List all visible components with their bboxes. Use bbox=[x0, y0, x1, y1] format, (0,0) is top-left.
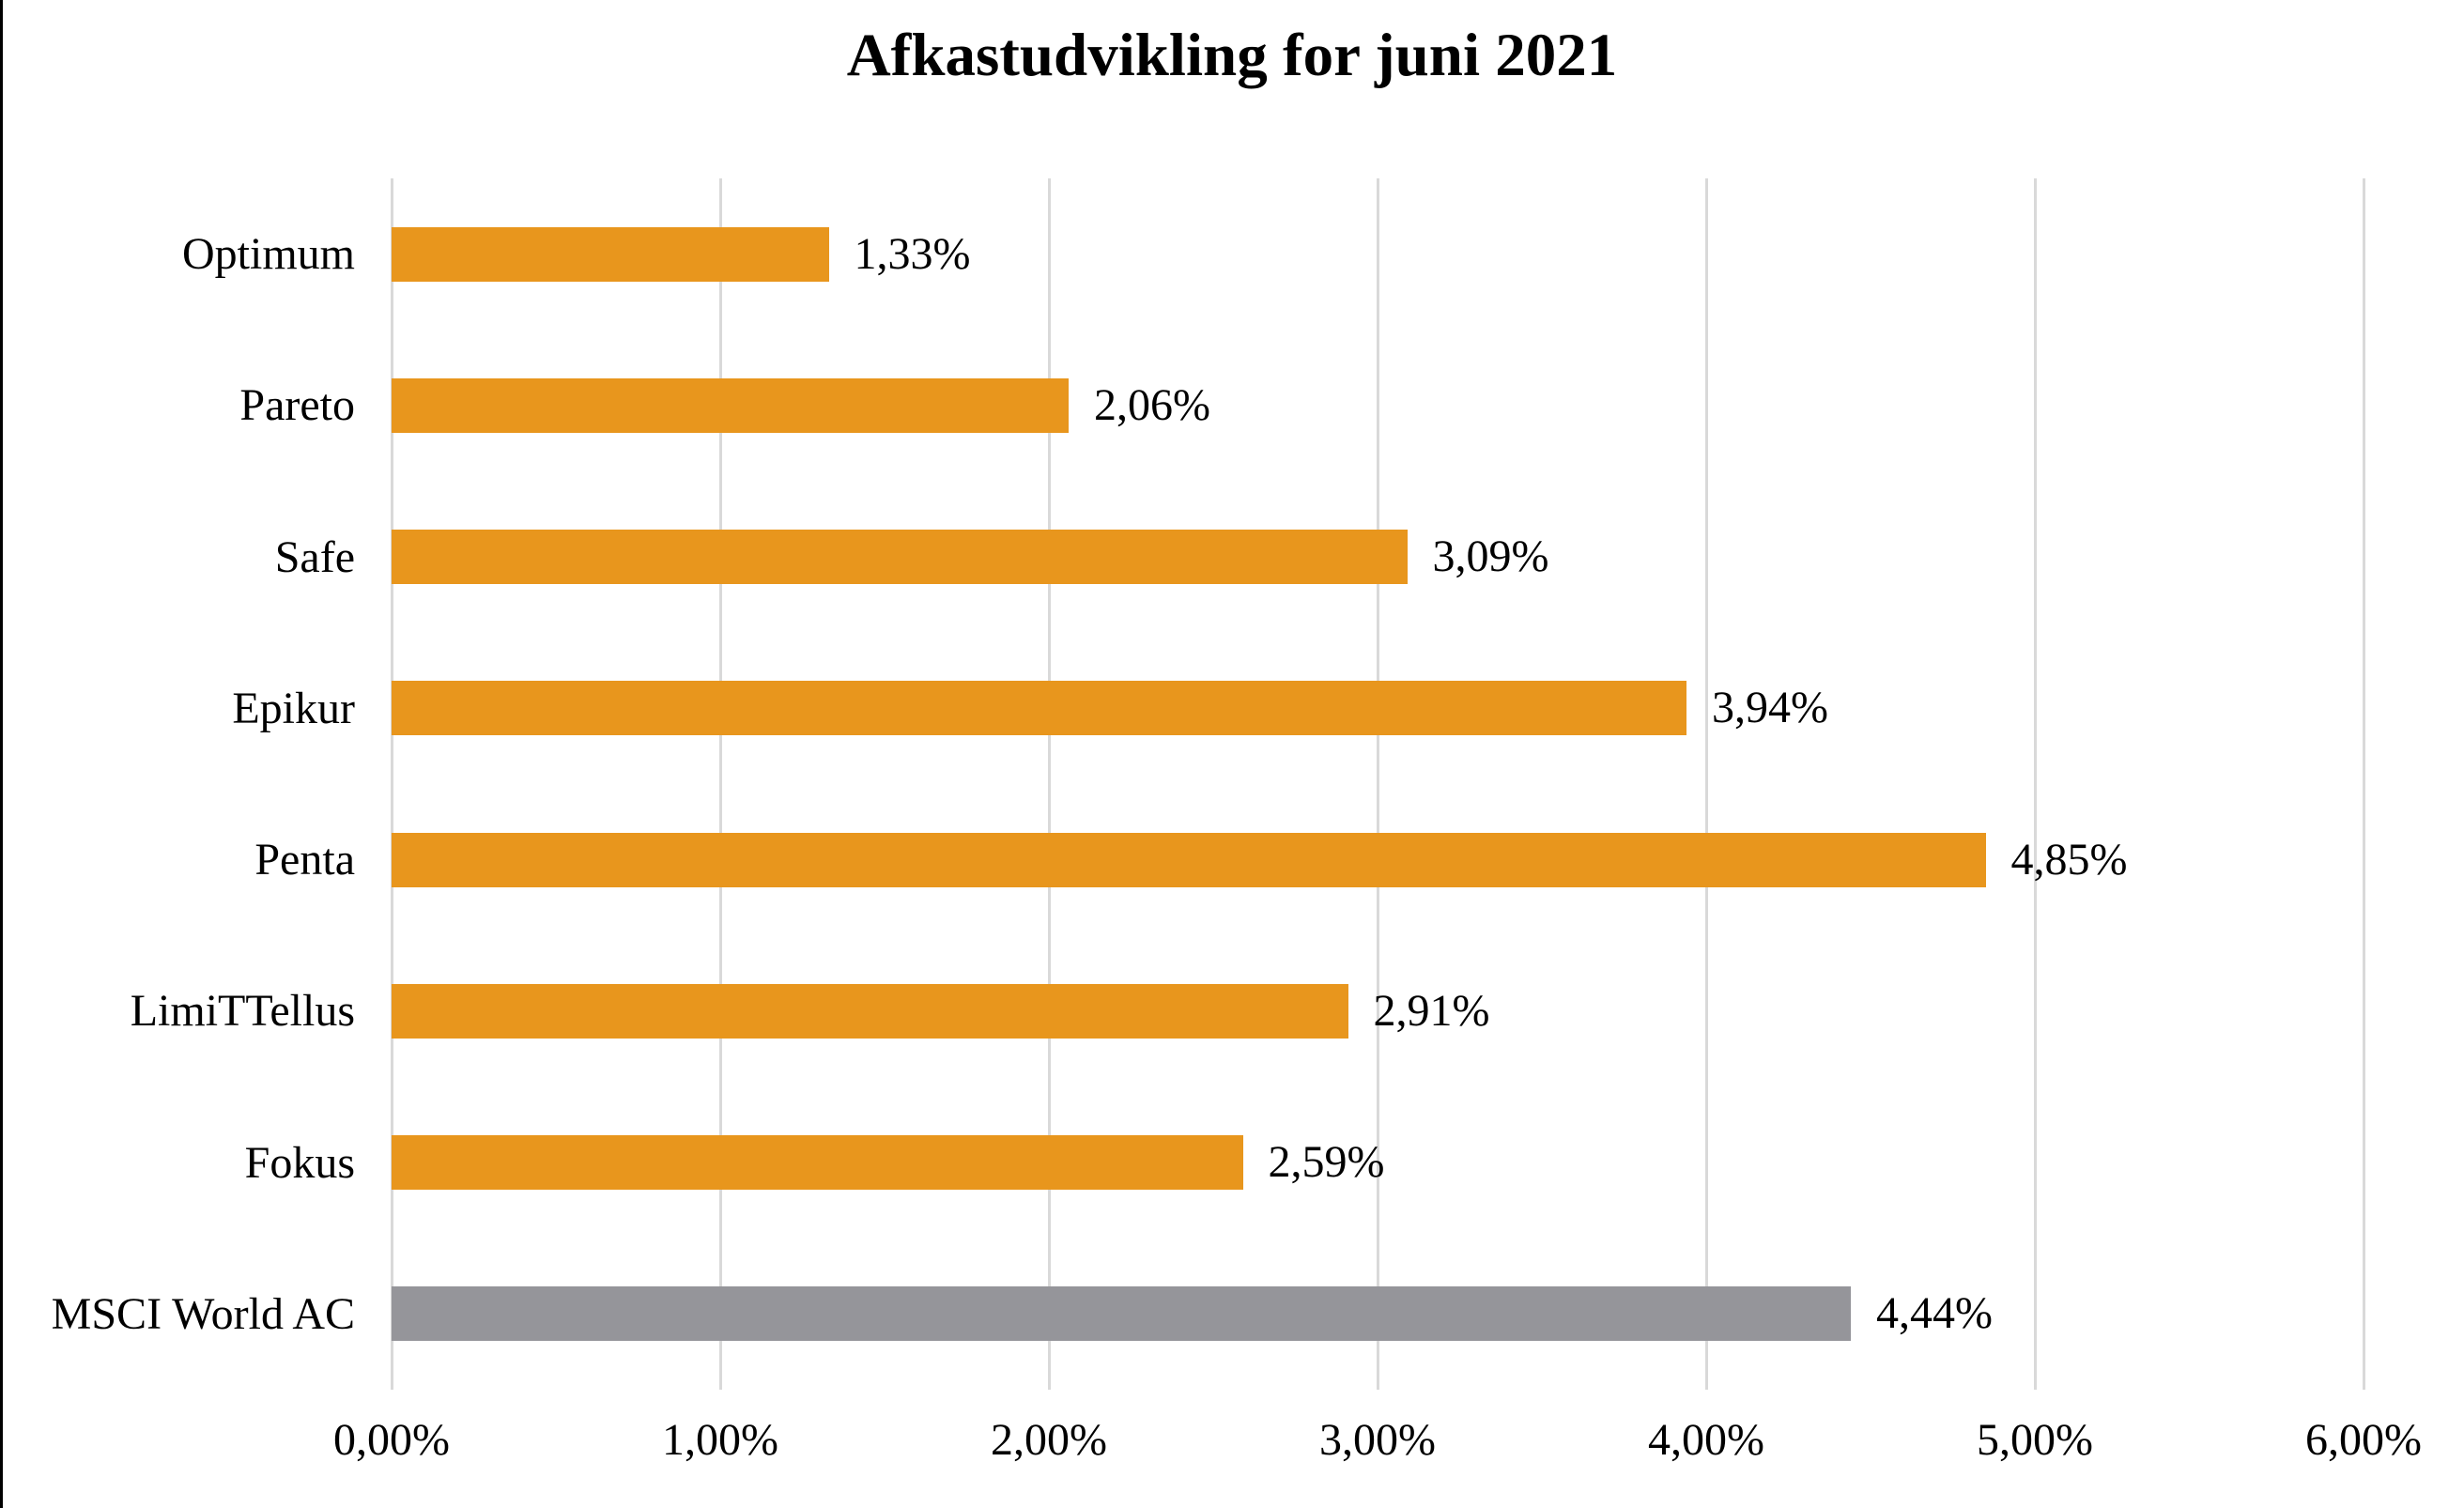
chart-title: Afkastudvikling for juni 2021 bbox=[846, 22, 1618, 89]
bar-fokus bbox=[392, 1135, 1243, 1191]
gridline-6pct bbox=[2362, 178, 2365, 1390]
bar-safe bbox=[392, 530, 1408, 585]
category-label-limittellus: LimiTTellus bbox=[130, 986, 355, 1037]
bar-epikur bbox=[392, 681, 1686, 736]
category-label-epikur: Epikur bbox=[232, 683, 355, 733]
x-tick-2pct: 2,00% bbox=[991, 1415, 1107, 1465]
gridline-2pct bbox=[1047, 178, 1051, 1390]
x-tick-4pct: 4,00% bbox=[1648, 1415, 1764, 1465]
gridlines bbox=[390, 178, 2365, 1390]
value-label-epikur: 3,94% bbox=[1712, 683, 1828, 733]
x-tick-3pct: 3,00% bbox=[1319, 1415, 1436, 1465]
bar-msci-world-ac bbox=[392, 1286, 1851, 1342]
category-label-msci-world-ac: MSCI World AC bbox=[51, 1288, 355, 1339]
gridline-0pct bbox=[390, 178, 393, 1390]
gridline-3pct bbox=[1376, 178, 1379, 1390]
category-label-penta: Penta bbox=[254, 835, 355, 885]
x-tick-1pct: 1,00% bbox=[662, 1415, 778, 1465]
value-label-safe: 3,09% bbox=[1432, 531, 1549, 582]
page-left-border bbox=[0, 0, 3, 1508]
bar-limittellus bbox=[392, 983, 1348, 1039]
x-tick-5pct: 5,00% bbox=[1977, 1415, 2093, 1465]
bar-series: 1,33% 2,06% 3,09% 3,94% 4,85% 2,91% 2,59% 4,44% bbox=[392, 178, 2364, 1390]
category-label-optimum: Optimum bbox=[181, 229, 355, 280]
value-label-fokus: 2,59% bbox=[1268, 1137, 1385, 1188]
value-label-limittellus: 2,91% bbox=[1373, 985, 1490, 1036]
value-label-pareto: 2,06% bbox=[1094, 379, 1210, 430]
category-label-safe: Safe bbox=[274, 531, 355, 582]
plot-area: 1,33% 2,06% 3,09% 3,94% 4,85% 2,91% 2,59% 4,44% bbox=[390, 178, 2365, 1390]
x-tick-6pct: 6,00% bbox=[2305, 1415, 2422, 1465]
value-label-msci-world-ac: 4,44% bbox=[1876, 1288, 1993, 1339]
category-axis: Optimum Pareto Safe Epikur Penta LimiTTellus F… bbox=[0, 178, 355, 1390]
x-tick-0pct: 0,00% bbox=[333, 1415, 450, 1465]
gridline-1pct bbox=[718, 178, 722, 1390]
value-label-penta: 4,85% bbox=[2010, 834, 2128, 885]
bar-penta bbox=[392, 832, 1986, 887]
category-label-fokus: Fokus bbox=[244, 1137, 355, 1188]
value-label-optimum: 1,33% bbox=[854, 228, 971, 279]
gridline-4pct bbox=[1704, 178, 1708, 1390]
gridline-5pct bbox=[2033, 178, 2037, 1390]
bar-optimum bbox=[392, 226, 829, 282]
category-label-pareto: Pareto bbox=[239, 380, 355, 431]
bar-pareto bbox=[392, 377, 1069, 433]
